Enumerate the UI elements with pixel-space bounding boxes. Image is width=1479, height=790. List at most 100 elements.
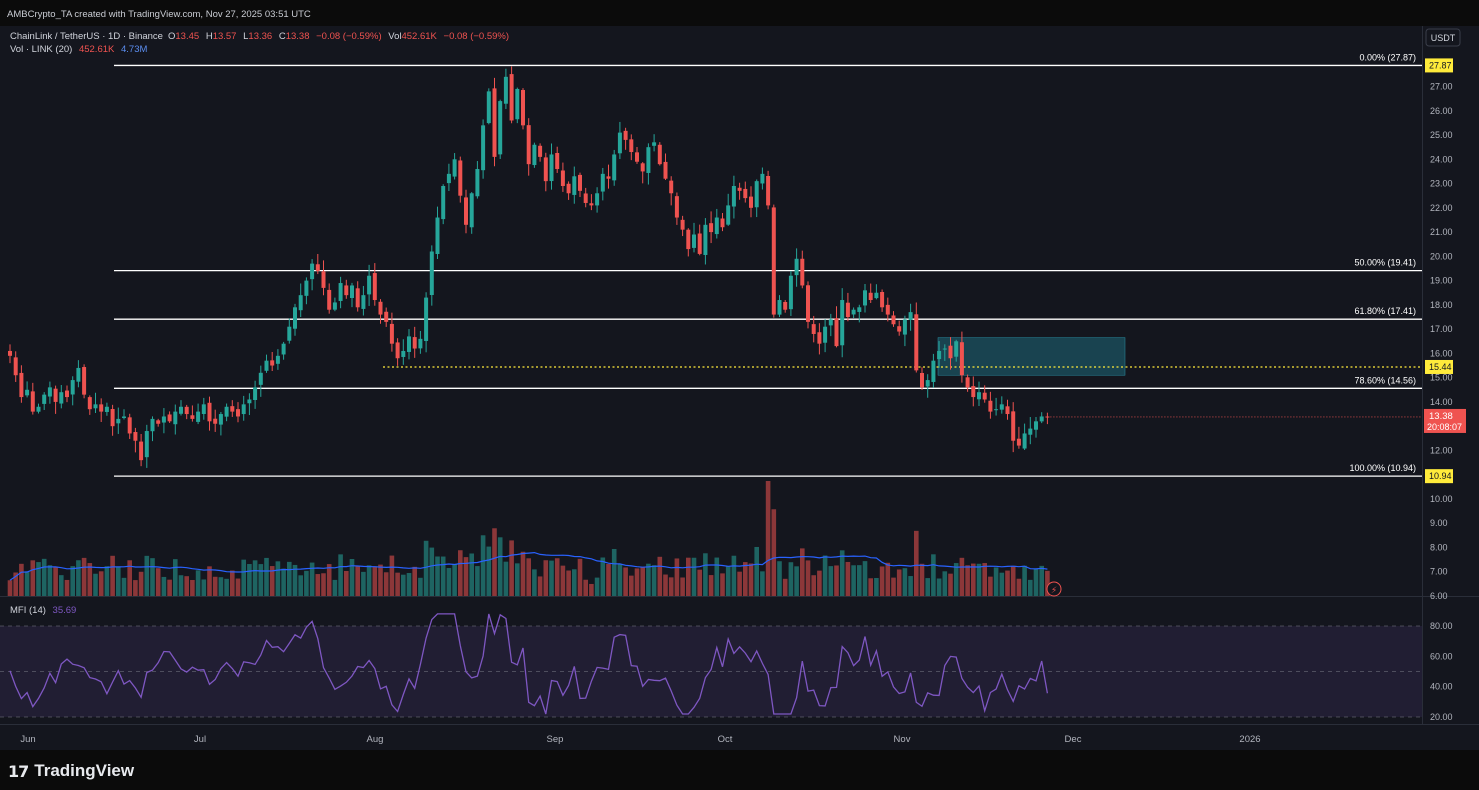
candle bbox=[230, 406, 235, 412]
candles bbox=[8, 66, 1422, 468]
price-tick: 15.00 bbox=[1430, 373, 1453, 383]
candle bbox=[749, 196, 753, 208]
level-badge-text: 15.44 bbox=[1429, 362, 1452, 372]
volume-bar bbox=[98, 571, 104, 596]
volume-bar bbox=[1033, 568, 1039, 596]
candle bbox=[560, 170, 565, 186]
candle bbox=[828, 319, 833, 326]
volume-bar bbox=[925, 578, 930, 596]
candle bbox=[304, 280, 309, 296]
lightning-icon[interactable]: ⚡ bbox=[1046, 581, 1062, 597]
volume-bar bbox=[537, 576, 543, 596]
candle bbox=[800, 258, 805, 286]
mfi-tick: 40.00 bbox=[1430, 682, 1453, 692]
volume-bar bbox=[492, 528, 497, 596]
volume-bar bbox=[526, 558, 531, 596]
price-chart[interactable]: 0.00% (27.87) 50.00% (19.41) 61.80% (17.41… bbox=[0, 26, 1479, 750]
price-pane[interactable] bbox=[0, 26, 1422, 596]
volume-bar bbox=[395, 572, 400, 596]
price-tick: 22.00 bbox=[1430, 203, 1453, 213]
volume-bar bbox=[201, 579, 207, 596]
volume-bar bbox=[646, 563, 651, 596]
candle bbox=[663, 161, 668, 179]
volume-bar bbox=[144, 555, 150, 596]
volume-bar bbox=[281, 568, 286, 596]
volume-bar bbox=[167, 579, 172, 596]
volume-bar bbox=[720, 573, 725, 596]
volume-bar bbox=[332, 579, 338, 596]
volume-bar bbox=[93, 573, 98, 596]
volume-bar bbox=[520, 551, 526, 596]
candle bbox=[361, 295, 366, 309]
candle bbox=[492, 88, 497, 157]
candle bbox=[891, 315, 896, 325]
volume-bar bbox=[475, 566, 480, 596]
candle bbox=[549, 154, 554, 182]
fib-label: 61.80% (17.41) bbox=[1354, 306, 1416, 316]
price-axis[interactable]: 29.0028.0027.0026.0025.0024.0023.0022.00… bbox=[1430, 33, 1453, 601]
candle bbox=[236, 409, 240, 417]
candle bbox=[201, 404, 206, 414]
volume-bar bbox=[1005, 570, 1010, 596]
volume-bar bbox=[754, 546, 759, 596]
fib-retracement[interactable]: 0.00% (27.87) 50.00% (19.41) 61.80% (17.41… bbox=[114, 52, 1422, 477]
currency-button[interactable]: USDT bbox=[1425, 28, 1461, 47]
candle bbox=[794, 258, 799, 276]
candle bbox=[298, 295, 303, 311]
candle bbox=[275, 355, 280, 364]
candle bbox=[481, 125, 486, 171]
candle bbox=[1039, 416, 1044, 422]
candle bbox=[293, 307, 297, 329]
volume-bar bbox=[116, 566, 121, 596]
volume-bar bbox=[794, 566, 799, 596]
candle bbox=[367, 275, 372, 295]
candle bbox=[737, 187, 742, 191]
volume-bar bbox=[480, 535, 486, 596]
candle bbox=[65, 390, 69, 398]
price-tick: 21.00 bbox=[1430, 227, 1453, 237]
legend: ChainLink / TetherUS · 1D · Binance O13.… bbox=[10, 31, 509, 616]
level-badges: 27.87 15.44 10.94 bbox=[1425, 58, 1453, 484]
chart-area[interactable]: 0.00% (27.87) 50.00% (19.41) 61.80% (17.41… bbox=[0, 26, 1479, 750]
volume-bar bbox=[47, 565, 53, 596]
candle bbox=[270, 360, 275, 366]
price-tick: 23.00 bbox=[1430, 179, 1453, 189]
volume-bar bbox=[651, 565, 657, 596]
volume-bar bbox=[788, 562, 794, 596]
mfi-axis[interactable]: 80.00 60.00 40.00 20.00 bbox=[1430, 621, 1453, 722]
candle bbox=[19, 372, 24, 398]
price-tick: 9.00 bbox=[1430, 518, 1448, 528]
candle bbox=[600, 173, 605, 192]
volume-bar bbox=[674, 558, 680, 596]
volume-bar bbox=[748, 563, 754, 596]
candle bbox=[179, 406, 183, 414]
publish-credit: AMBCrypto_TA created with TradingView.co… bbox=[7, 9, 311, 20]
candle bbox=[464, 197, 468, 225]
candle bbox=[709, 223, 714, 233]
volume-bar bbox=[708, 575, 714, 596]
volume-bar bbox=[771, 509, 777, 596]
candle bbox=[25, 389, 30, 396]
candle bbox=[902, 319, 907, 335]
volume-bar bbox=[543, 560, 549, 596]
volume-bar bbox=[195, 570, 201, 596]
candle bbox=[606, 176, 611, 179]
time-axis[interactable]: Jun Jul Aug Sep Oct Nov Dec 2026 bbox=[20, 734, 1260, 745]
volume-bar bbox=[218, 577, 224, 596]
candle bbox=[908, 312, 913, 321]
volume-bar bbox=[737, 571, 742, 596]
candle bbox=[218, 414, 223, 425]
candle bbox=[412, 337, 417, 349]
mfi-line bbox=[9, 613, 1049, 715]
tradingview-logo[interactable]: 17 TradingView bbox=[8, 761, 134, 781]
price-tick: 26.00 bbox=[1430, 106, 1453, 116]
price-tick: 10.00 bbox=[1430, 494, 1453, 504]
candle bbox=[897, 326, 902, 332]
candle bbox=[623, 130, 628, 140]
volume-bar bbox=[469, 553, 474, 596]
volume-bar bbox=[138, 571, 144, 596]
candle bbox=[144, 431, 149, 458]
mfi-pane[interactable] bbox=[0, 597, 1422, 724]
level-badge-text: 10.94 bbox=[1429, 471, 1452, 481]
candle bbox=[543, 157, 548, 182]
